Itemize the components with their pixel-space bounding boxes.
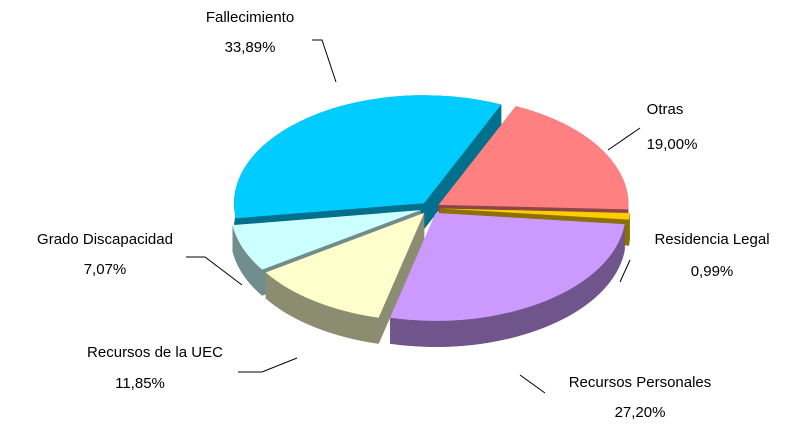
leader-line (519, 374, 546, 394)
slice-edge (265, 272, 379, 344)
value-label: 7,07% (84, 261, 127, 278)
slice (233, 95, 502, 219)
leader-line (186, 256, 243, 286)
slice-side (378, 212, 425, 344)
slice (232, 210, 421, 270)
slice (390, 212, 625, 321)
value-label: 27,20% (615, 404, 666, 421)
value-label: 11,85% (115, 375, 165, 392)
value-label: 0,99% (691, 263, 734, 280)
value-label: 19,00% (647, 136, 698, 153)
slice-label: Fallecimiento (206, 9, 294, 26)
slice-label: Recursos Personales (569, 374, 712, 391)
slice-label: Recursos de la UEC (87, 344, 223, 361)
leader-line (238, 357, 298, 373)
leader-line (619, 259, 631, 283)
slice-edge (628, 212, 630, 246)
leader-line (607, 127, 641, 151)
slice-edge (390, 224, 625, 347)
slice-edge (232, 225, 263, 296)
slice (265, 212, 425, 318)
slice-label: Grado Discapacidad (37, 231, 173, 248)
slice (438, 106, 629, 210)
slice (439, 208, 630, 220)
slice-label: Residencia Legal (654, 231, 769, 248)
slice-label: Otras (647, 101, 684, 118)
value-label: 33,89% (225, 39, 276, 56)
slice-side (423, 104, 502, 230)
leader-line (312, 39, 337, 83)
